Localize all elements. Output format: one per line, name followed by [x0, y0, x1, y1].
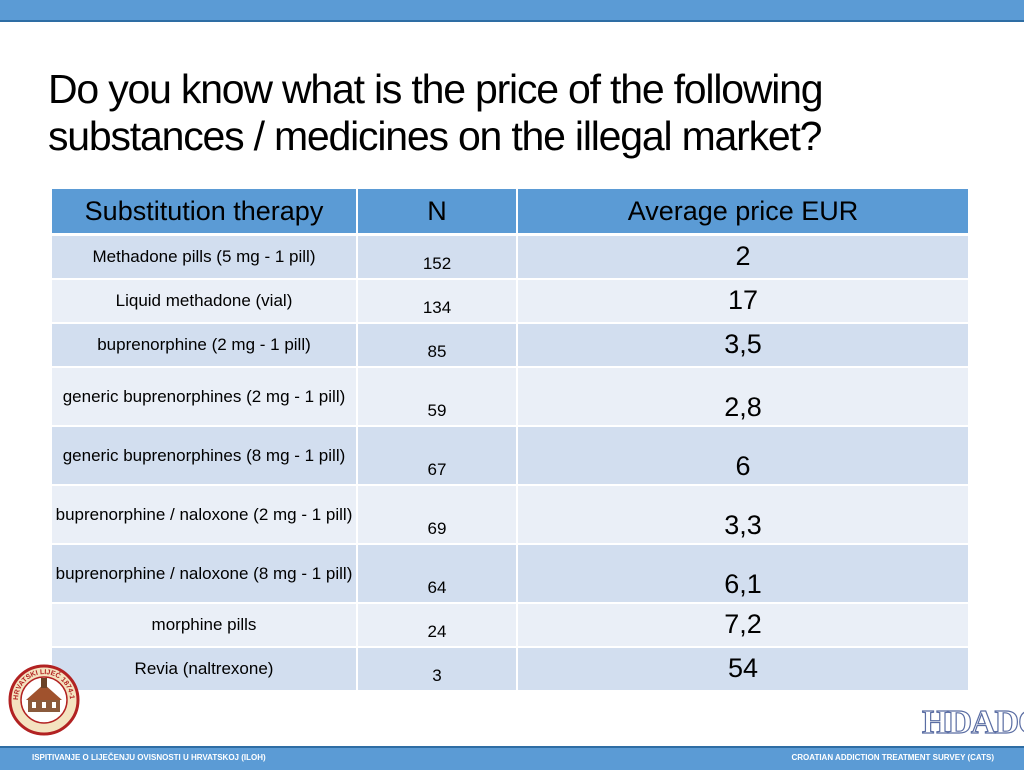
- cell-substance: morphine pills: [52, 604, 358, 648]
- cell-n: 134: [358, 280, 518, 324]
- cell-price: 2,8: [518, 368, 968, 427]
- cell-substance: buprenorphine / naloxone (8 mg - 1 pill): [52, 545, 358, 604]
- footer-left-text: ISPITIVANJE O LIJEČENJU OVISNOSTI U HRVA…: [32, 753, 266, 762]
- footer-right-text: CROATIAN ADDICTION TREATMENT SURVEY (CAT…: [791, 753, 994, 762]
- cell-n: 64: [358, 545, 518, 604]
- cell-price: 17: [518, 280, 968, 324]
- cell-n: 59: [358, 368, 518, 427]
- table-row: Methadone pills (5 mg - 1 pill) 152 2: [52, 236, 968, 280]
- table-row: buprenorphine / naloxone (2 mg - 1 pill)…: [52, 486, 968, 545]
- cell-price: 3,5: [518, 324, 968, 368]
- cell-n: 69: [358, 486, 518, 545]
- cell-substance: Methadone pills (5 mg - 1 pill): [52, 236, 358, 280]
- cell-substance: generic buprenorphines (8 mg - 1 pill): [52, 427, 358, 486]
- cell-substance: generic buprenorphines (2 mg - 1 pill): [52, 368, 358, 427]
- table-row: buprenorphine / naloxone (8 mg - 1 pill)…: [52, 545, 968, 604]
- header-average-price: Average price EUR: [518, 189, 968, 236]
- cell-substance: buprenorphine (2 mg - 1 pill): [52, 324, 358, 368]
- hdado-logo: HDADO: [921, 703, 1024, 741]
- table-row: morphine pills 24 7,2: [52, 604, 968, 648]
- price-table: Substitution therapy N Average price EUR…: [52, 189, 968, 692]
- top-banner: [0, 0, 1024, 22]
- cell-price: 54: [518, 648, 968, 692]
- cell-price: 6: [518, 427, 968, 486]
- header-n: N: [358, 189, 518, 236]
- cell-n: 67: [358, 427, 518, 486]
- table-row: generic buprenorphines (8 mg - 1 pill) 6…: [52, 427, 968, 486]
- cell-price: 7,2: [518, 604, 968, 648]
- society-seal-logo: HRVATSKI LIJEČ 1874-1924: [8, 664, 80, 736]
- footer-bar: ISPITIVANJE O LIJEČENJU OVISNOSTI U HRVA…: [0, 746, 1024, 770]
- cell-n: 3: [358, 648, 518, 692]
- table-row: generic buprenorphines (2 mg - 1 pill) 5…: [52, 368, 968, 427]
- cell-price: 3,3: [518, 486, 968, 545]
- table-row: Liquid methadone (vial) 134 17: [52, 280, 968, 324]
- cell-n: 24: [358, 604, 518, 648]
- cell-substance: buprenorphine / naloxone (2 mg - 1 pill): [52, 486, 358, 545]
- header-substitution-therapy: Substitution therapy: [52, 189, 358, 236]
- cell-price: 2: [518, 236, 968, 280]
- cell-n: 152: [358, 236, 518, 280]
- cell-price: 6,1: [518, 545, 968, 604]
- table-row: Revia (naltrexone) 3 54: [52, 648, 968, 692]
- cell-substance: Liquid methadone (vial): [52, 280, 358, 324]
- cell-n: 85: [358, 324, 518, 368]
- slide-title: Do you know what is the price of the fol…: [48, 66, 824, 159]
- cell-substance: Revia (naltrexone): [52, 648, 358, 692]
- table-row: buprenorphine (2 mg - 1 pill) 85 3,5: [52, 324, 968, 368]
- table-header-row: Substitution therapy N Average price EUR: [52, 189, 968, 236]
